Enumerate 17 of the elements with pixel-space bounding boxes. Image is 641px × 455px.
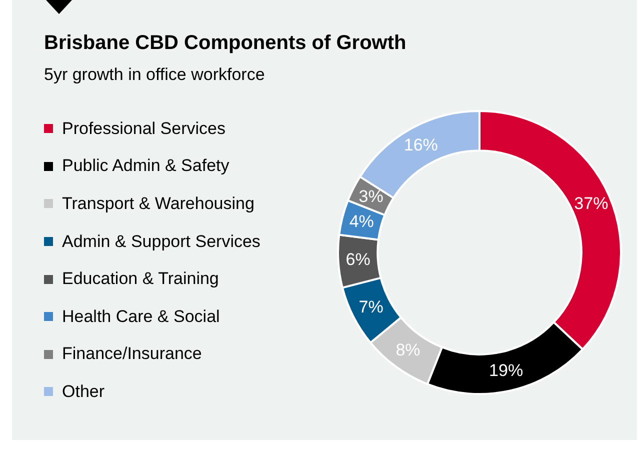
data-label: 6% [346,250,370,269]
chart-subtitle: 5yr growth in office workforce [44,65,265,85]
legend-label: Education & Training [62,269,219,290]
data-label: 4% [349,212,374,231]
legend-label: Public Admin & Safety [62,156,230,176]
legend-label: Finance/Insurance [62,344,202,364]
data-label: 7% [358,297,384,316]
legend-label: Professional Services [62,118,226,139]
legend-label: Admin & Support Services [62,232,260,252]
data-label: 3% [358,186,384,206]
chart-title: Brisbane CBD Components of Growth [44,32,406,55]
data-label: 19% [489,360,524,380]
legend-label: Other [62,382,105,402]
data-label: 37% [574,194,608,213]
legend-label: Transport & Warehousing [62,194,254,214]
data-label: 16% [404,136,438,155]
legend-label: Health Care & Social [62,306,220,327]
